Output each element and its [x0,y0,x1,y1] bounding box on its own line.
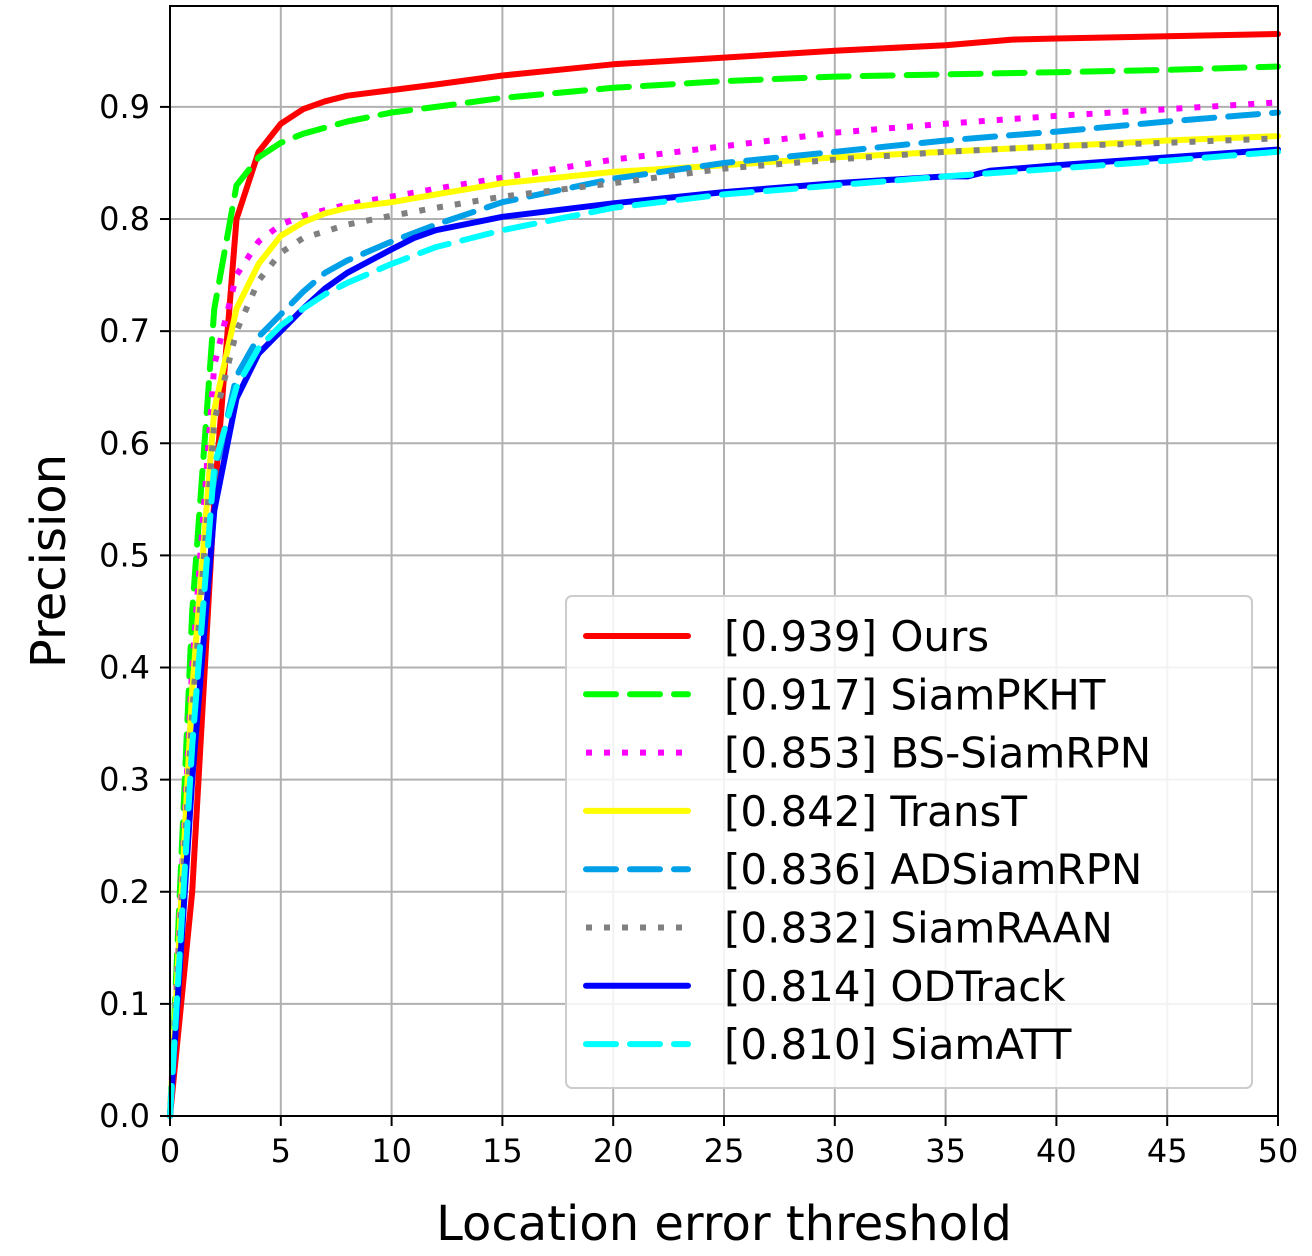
y-tick-label: 0.1 [99,985,150,1023]
x-tick-label: 20 [593,1132,634,1170]
series-line-8 [167,148,1281,1119]
legend-box [565,595,1253,1089]
x-tick-label: 0 [160,1132,180,1170]
x-tick-label: 40 [1036,1132,1077,1170]
legend-label-6: [0.832] SiamRAAN [724,904,1113,953]
legend-label-5: [0.836] ADSiamRPN [724,845,1142,894]
series-line-4 [167,133,1281,1119]
legend-items: [0.939] Ours [0.917] SiamPKHT [0.853] BS-S… [583,612,1151,1069]
tick-layer: 0 5 10 15 20 25 30 35 40 45 50 0.0 0.1 0.2 0.3 0.4 0.5 0.… [99,88,1298,1170]
x-axis-title: Location error threshold [436,1196,1012,1252]
y-tick-label: 0.8 [99,200,150,238]
legend: [0.939] Ours [0.917] SiamPKHT [0.853] BS-S… [565,595,1253,1089]
legend-label-8: [0.810] SiamATT [724,1020,1072,1069]
y-axis-title: Precision [21,454,77,668]
x-tick-label: 25 [704,1132,745,1170]
series-line-2 [167,63,1281,1119]
y-tick-label: 0.9 [99,88,150,126]
y-tick-label: 0.6 [99,424,150,462]
y-tick-label: 0.0 [99,1097,150,1135]
series-line-3 [167,99,1279,1117]
x-tick-label: 15 [482,1132,523,1170]
y-tick-label: 0.2 [99,873,150,911]
legend-label-1: [0.939] Ours [724,612,989,661]
y-tick-label: 0.5 [99,536,150,574]
x-tick-label: 30 [814,1132,855,1170]
legend-label-4: [0.842] TransT [724,787,1027,836]
y-tick-label: 0.7 [99,312,150,350]
x-tick-label: 45 [1147,1132,1188,1170]
legend-label-3: [0.853] BS-SiamRPN [724,729,1151,778]
x-tick-label: 10 [371,1132,412,1170]
x-tick-label: 50 [1258,1132,1299,1170]
x-tick-label: 35 [925,1132,966,1170]
y-tick-label: 0.3 [99,761,150,799]
legend-label-7: [0.814] ODTrack [724,962,1066,1011]
x-tick-label: 5 [271,1132,291,1170]
series-line-5 [167,109,1281,1119]
y-tick-label: 0.4 [99,649,150,687]
series-layer [167,31,1281,1119]
series-line-1 [167,31,1281,1119]
legend-label-2: [0.917] SiamPKHT [724,670,1106,719]
series-line-7 [167,146,1281,1119]
